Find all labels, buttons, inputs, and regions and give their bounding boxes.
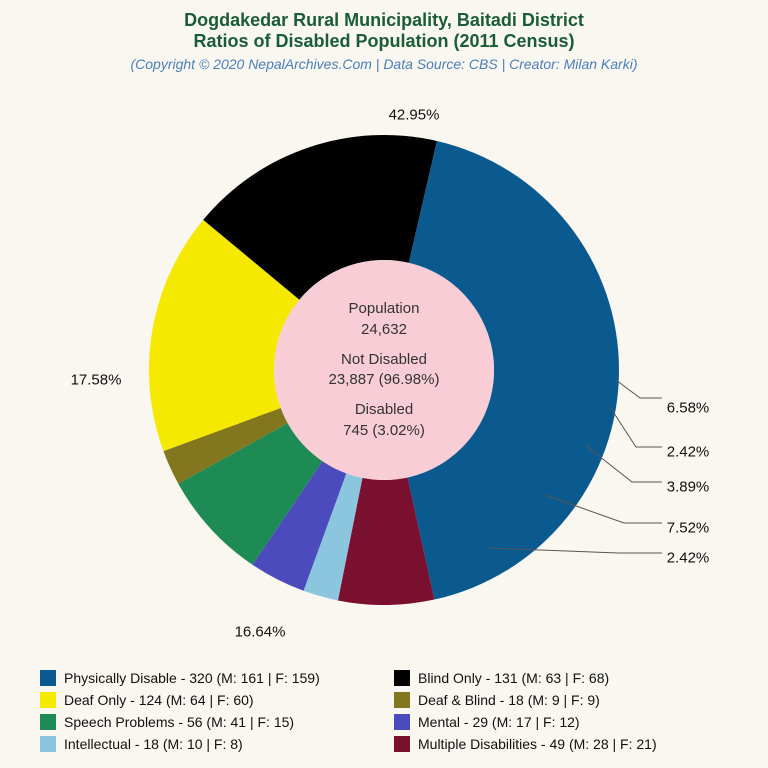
center-disabled: Disabled 745 (3.02%) [343, 400, 425, 441]
center-notdisabled: Not Disabled 23,887 (96.98%) [329, 350, 440, 391]
legend-item-0: Physically Disable - 320 (M: 161 | F: 15… [40, 670, 374, 686]
legend-swatch [40, 736, 56, 752]
center-population-label: Population [349, 299, 420, 319]
legend-text: Physically Disable - 320 (M: 161 | F: 15… [64, 670, 320, 686]
legend-text: Speech Problems - 56 (M: 41 | F: 15) [64, 714, 294, 730]
legend-swatch [394, 692, 410, 708]
legend-text: Mental - 29 (M: 17 | F: 12) [418, 714, 580, 730]
center-population-value: 24,632 [349, 320, 420, 340]
legend-item-7: Multiple Disabilities - 49 (M: 28 | F: 2… [394, 736, 728, 752]
legend-item-2: Deaf Only - 124 (M: 64 | F: 60) [40, 692, 374, 708]
legend: Physically Disable - 320 (M: 161 | F: 15… [40, 670, 728, 752]
center-notdisabled-value: 23,887 (96.98%) [329, 370, 440, 390]
center-disabled-value: 745 (3.02%) [343, 421, 425, 441]
leader-line-0 [616, 380, 662, 398]
legend-item-1: Blind Only - 131 (M: 63 | F: 68) [394, 670, 728, 686]
legend-swatch [394, 714, 410, 730]
center-disabled-label: Disabled [343, 400, 425, 420]
legend-swatch [40, 714, 56, 730]
pct-label-2: 2.42% [667, 444, 710, 461]
legend-swatch [40, 692, 56, 708]
center-notdisabled-label: Not Disabled [329, 350, 440, 370]
legend-swatch [40, 670, 56, 686]
pct-label-0: 42.95% [389, 107, 440, 124]
pct-label-3: 3.89% [667, 479, 710, 496]
legend-text: Intellectual - 18 (M: 10 | F: 8) [64, 736, 243, 752]
legend-item-3: Deaf & Blind - 18 (M: 9 | F: 9) [394, 692, 728, 708]
legend-swatch [394, 736, 410, 752]
pct-label-4: 7.52% [667, 520, 710, 537]
legend-item-5: Mental - 29 (M: 17 | F: 12) [394, 714, 728, 730]
pct-label-7: 17.58% [71, 372, 122, 389]
chart-center: Population 24,632 Not Disabled 23,887 (9… [274, 260, 494, 480]
legend-swatch [394, 670, 410, 686]
subtitle: (Copyright © 2020 NepalArchives.Com | Da… [0, 56, 768, 72]
legend-text: Blind Only - 131 (M: 63 | F: 68) [418, 670, 609, 686]
legend-text: Deaf Only - 124 (M: 64 | F: 60) [64, 692, 254, 708]
title-line-2: Ratios of Disabled Population (2011 Cens… [0, 31, 768, 52]
pct-label-5: 2.42% [667, 550, 710, 567]
title-block: Dogdakedar Rural Municipality, Baitadi D… [0, 0, 768, 72]
pct-label-6: 16.64% [235, 624, 286, 641]
legend-text: Deaf & Blind - 18 (M: 9 | F: 9) [418, 692, 600, 708]
legend-text: Multiple Disabilities - 49 (M: 28 | F: 2… [418, 736, 657, 752]
legend-item-6: Intellectual - 18 (M: 10 | F: 8) [40, 736, 374, 752]
center-population: Population 24,632 [349, 299, 420, 340]
title-line-1: Dogdakedar Rural Municipality, Baitadi D… [0, 10, 768, 31]
legend-item-4: Speech Problems - 56 (M: 41 | F: 15) [40, 714, 374, 730]
pct-label-1: 6.58% [667, 400, 710, 417]
